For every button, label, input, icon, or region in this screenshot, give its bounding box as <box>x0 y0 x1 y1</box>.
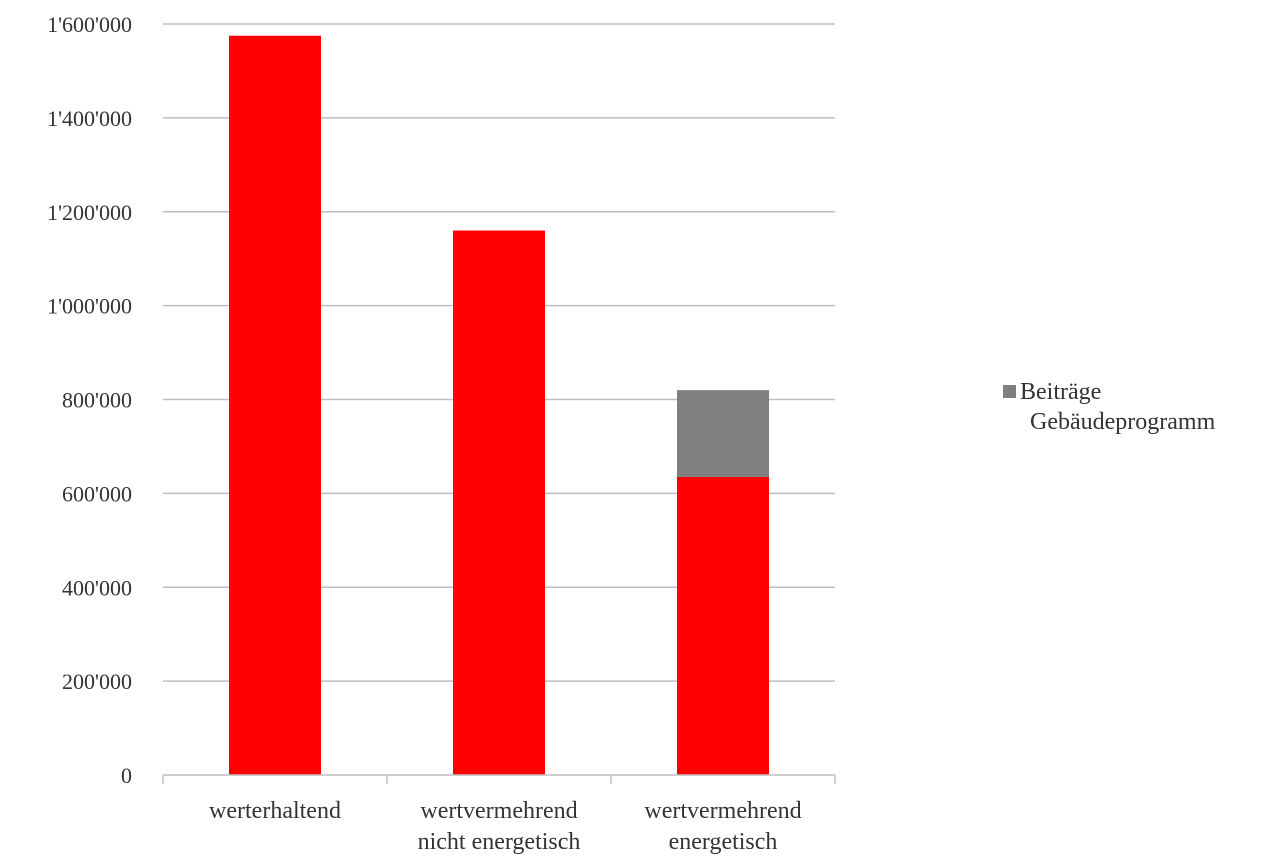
x-category-label: wertvermehrend nicht energetisch <box>418 798 581 855</box>
y-tick-label: 800'000 <box>62 388 132 413</box>
x-category-label-line: energetisch <box>669 829 778 855</box>
legend-label-line: Gebäudeprogramm <box>1030 409 1216 435</box>
x-category-label-line: werterhaltend <box>209 798 341 824</box>
x-axis <box>162 774 836 784</box>
legend-swatch <box>1003 385 1016 398</box>
bars <box>229 35 769 775</box>
y-tick-label: 1'000'000 <box>47 294 132 319</box>
x-category-label: wertvermehrend energetisch <box>644 798 801 855</box>
bar-segment <box>677 476 769 775</box>
y-tick-label: 0 <box>121 763 132 788</box>
x-axis-category-labels: werterhaltend wertvermehrend nicht energet… <box>209 798 802 855</box>
x-category-label: werterhaltend <box>209 798 341 824</box>
y-tick-label: 1'200'000 <box>47 200 132 225</box>
legend-label: Beiträge Gebäudeprogramm <box>1020 379 1216 435</box>
y-tick-label: 600'000 <box>62 481 132 506</box>
x-category-label-line: nicht energetisch <box>418 829 581 855</box>
y-tick-label: 1'600'000 <box>47 12 132 37</box>
y-tick-label: 1'400'000 <box>47 106 132 131</box>
y-tick-label: 400'000 <box>62 575 132 600</box>
y-axis-tick-labels: 0 200'000 400'000 600'000 800'000 1'000'000 1'… <box>47 12 132 788</box>
legend: Beiträge Gebäudeprogramm <box>1003 379 1216 435</box>
bar-segment <box>677 390 769 477</box>
bar-segment <box>229 35 321 775</box>
x-category-label-line: wertvermehrend <box>420 798 577 824</box>
bar-segment <box>453 230 545 775</box>
legend-label-line: Beiträge <box>1020 379 1101 405</box>
y-tick-label: 200'000 <box>62 669 132 694</box>
x-category-label-line: wertvermehrend <box>644 798 801 824</box>
